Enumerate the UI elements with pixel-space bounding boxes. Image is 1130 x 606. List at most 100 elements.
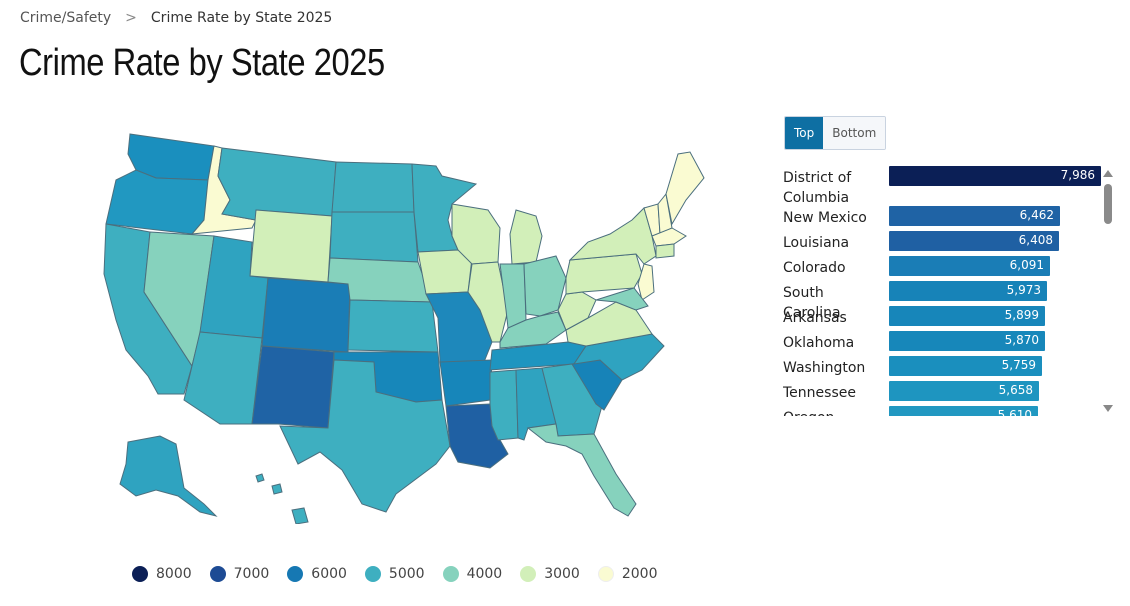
scroll-down-arrow-icon[interactable] <box>1103 405 1113 412</box>
rank-bar[interactable]: 6,091 <box>889 256 1050 276</box>
legend-label: 5000 <box>388 566 425 582</box>
state-arizona[interactable] <box>183 331 263 425</box>
us-map-svg <box>103 133 705 525</box>
legend-item[interactable]: 3000 <box>520 566 580 582</box>
top-button[interactable]: Top <box>785 117 824 149</box>
rank-state-name: Louisiana <box>783 235 850 251</box>
state-hawaii[interactable] <box>255 473 309 525</box>
state-minnesota[interactable] <box>411 163 478 253</box>
page-title: Crime Rate by State 2025 <box>19 42 385 84</box>
rank-state-name: Tennessee <box>783 385 856 401</box>
rank-state-name: South Carolina <box>783 285 841 321</box>
bottom-button[interactable]: Bottom <box>823 117 886 149</box>
map-legend: 8000 7000 6000 5000 4000 3000 2000 <box>132 566 657 582</box>
rank-row[interactable]: New Mexico 6,462 <box>783 206 1103 231</box>
rank-state-name: Oklahoma <box>783 335 855 351</box>
rank-row[interactable]: Tennessee 5,658 <box>783 381 1103 406</box>
legend-item[interactable]: 2000 <box>597 566 658 582</box>
rank-row[interactable]: Colorado 6,091 <box>783 256 1103 281</box>
rank-value-label: 6,408 <box>1018 233 1053 247</box>
rank-row[interactable]: South Carolina 5,973 <box>783 281 1103 321</box>
legend-label: 3000 <box>544 566 580 582</box>
state-virginia[interactable] <box>565 301 653 347</box>
legend-item[interactable]: 5000 <box>364 566 425 582</box>
legend-swatch <box>209 566 226 582</box>
rank-state-name: Colorado <box>783 260 846 276</box>
state-michigan[interactable] <box>509 209 543 265</box>
rank-row[interactable]: Washington 5,759 <box>783 356 1103 381</box>
legend-label: 8000 <box>156 566 192 582</box>
state-montana[interactable] <box>217 147 337 221</box>
rank-bar[interactable]: 5,899 <box>889 306 1045 326</box>
legend-label: 7000 <box>233 566 270 582</box>
rank-bar[interactable]: 5,610 <box>889 406 1038 416</box>
rank-value-label: 5,759 <box>1001 358 1036 372</box>
state-texas[interactable] <box>279 359 451 513</box>
rank-value-label: 7,986 <box>1060 168 1095 182</box>
state-wyoming[interactable] <box>249 209 333 283</box>
state-new-jersey[interactable] <box>637 263 655 301</box>
state-connecticut[interactable] <box>655 243 675 259</box>
rank-row[interactable]: Oregon 5,610 <box>783 406 1103 416</box>
state-mississippi[interactable] <box>489 369 519 441</box>
legend-item[interactable]: 7000 <box>209 566 270 582</box>
ranking-scrollbar[interactable] <box>1101 170 1115 412</box>
rank-bar[interactable]: 7,986 <box>889 166 1101 186</box>
rank-row[interactable]: Louisiana 6,408 <box>783 231 1103 256</box>
legend-swatch <box>287 566 304 582</box>
state-massachusetts[interactable] <box>651 227 687 247</box>
state-arkansas[interactable] <box>439 359 493 407</box>
state-oregon[interactable] <box>105 169 209 235</box>
legend-swatch <box>520 566 537 582</box>
rank-bar[interactable]: 5,973 <box>889 281 1047 301</box>
state-alaska[interactable] <box>119 435 218 517</box>
state-kansas[interactable] <box>347 299 439 353</box>
rank-value-label: 5,870 <box>1004 333 1039 347</box>
state-kentucky[interactable] <box>499 311 567 349</box>
state-florida[interactable] <box>526 423 637 517</box>
rank-bar[interactable]: 5,759 <box>889 356 1042 376</box>
state-maryland[interactable] <box>595 287 649 311</box>
rank-bar[interactable]: 6,408 <box>889 231 1059 251</box>
state-south-dakota[interactable] <box>329 211 419 263</box>
state-ranking-chart: District of Columbia 7,986 New Mexico 6,462… <box>783 166 1103 416</box>
rank-value-label: 6,091 <box>1009 258 1044 272</box>
state-new-mexico[interactable] <box>251 345 335 429</box>
breadcrumb: Crime/Safety > Crime Rate by State 2025 <box>20 10 332 26</box>
rank-value-label: 5,610 <box>997 408 1032 416</box>
rank-bar[interactable]: 6,462 <box>889 206 1060 226</box>
rank-row[interactable]: Arkansas 5,899 <box>783 306 1103 331</box>
state-illinois[interactable] <box>467 261 509 343</box>
state-colorado[interactable] <box>261 277 351 353</box>
rank-state-name: Washington <box>783 360 866 376</box>
legend-swatch <box>364 566 381 582</box>
legend-swatch <box>597 566 614 582</box>
legend-label: 2000 <box>621 566 658 582</box>
legend-item[interactable]: 6000 <box>287 566 347 582</box>
legend-label: 4000 <box>466 566 503 582</box>
breadcrumb-parent-link[interactable]: Crime/Safety <box>20 10 112 26</box>
breadcrumb-separator: > <box>125 10 137 26</box>
state-north-dakota[interactable] <box>331 161 415 213</box>
rank-state-name: Oregon <box>783 408 883 416</box>
rank-bar[interactable]: 5,658 <box>889 381 1039 401</box>
state-new-york[interactable] <box>568 207 657 265</box>
rank-value-label: 5,658 <box>998 383 1033 397</box>
rank-bar[interactable]: 5,870 <box>889 331 1045 351</box>
rank-row[interactable]: District of Columbia 7,986 <box>783 166 1103 206</box>
rank-value-label: 5,899 <box>1004 308 1039 322</box>
state-pennsylvania[interactable] <box>565 253 643 295</box>
rank-state-name: Arkansas <box>783 310 847 326</box>
rank-state-name: District of Columbia <box>783 170 852 206</box>
state-maine[interactable] <box>665 151 705 226</box>
rank-row[interactable]: Oklahoma 5,870 <box>783 331 1103 356</box>
legend-item[interactable]: 8000 <box>132 566 192 582</box>
legend-label: 6000 <box>311 566 347 582</box>
legend-swatch <box>442 566 459 582</box>
legend-item[interactable]: 4000 <box>442 566 503 582</box>
scroll-up-arrow-icon[interactable] <box>1103 170 1113 177</box>
top-bottom-toggle: Top Bottom <box>784 116 887 150</box>
breadcrumb-current: Crime Rate by State 2025 <box>150 10 333 26</box>
rank-value-label: 6,462 <box>1019 208 1054 222</box>
scroll-thumb[interactable] <box>1104 184 1112 224</box>
